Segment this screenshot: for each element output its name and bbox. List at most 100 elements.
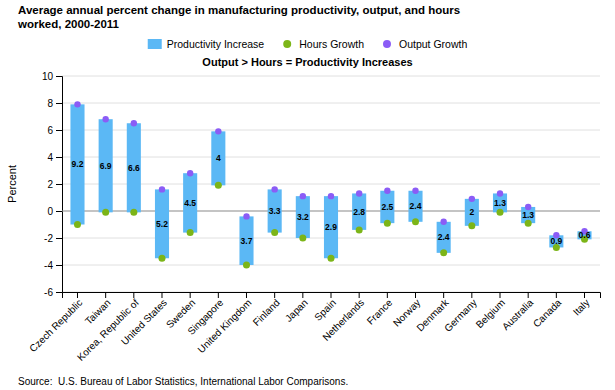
grid-line (62, 157, 600, 158)
data-label: 4 (216, 153, 221, 163)
bar (465, 199, 479, 226)
dot (356, 226, 363, 233)
data-labels: 9.26.96.65.24.543.73.33.22.92.82.52.42.4… (72, 153, 591, 246)
title-line: worked, 2000-2011 (17, 18, 120, 30)
x-tick: Australia (500, 292, 536, 332)
y-tick: 2 (47, 179, 62, 190)
title: Average annual percent change in manufac… (17, 4, 460, 30)
y-tick: 8 (47, 98, 62, 109)
dot (130, 209, 137, 216)
legend-item: Productivity Increase (148, 38, 265, 50)
x-axis-line (63, 293, 601, 299)
dot (243, 262, 250, 269)
data-label: 3.7 (241, 236, 253, 246)
x-tick-mark (133, 292, 134, 298)
bar (577, 231, 591, 239)
x-tick-mark (500, 292, 501, 298)
dot (187, 229, 194, 236)
dot (215, 182, 222, 189)
dot (187, 170, 193, 176)
dot (384, 220, 391, 227)
y-tick-label: 6 (47, 125, 53, 136)
dot (300, 193, 306, 199)
y-tick-mark (56, 265, 62, 266)
x-tick-mark (77, 292, 78, 298)
x-tick-mark (387, 292, 388, 298)
grid-line (62, 184, 600, 185)
x-tick-mark (443, 292, 444, 298)
data-label: 6.9 (100, 161, 112, 171)
bar (352, 193, 366, 229)
x-tick-mark (471, 292, 472, 298)
x-tick: Japan (283, 292, 310, 324)
y-tick: -2 (44, 233, 62, 244)
bar (408, 191, 422, 222)
x-axis: Czech RepublicTaiwanKorea, Republic ofUn… (27, 292, 600, 363)
subtitle: Output > Hours = Productivity Increases (202, 56, 412, 68)
data-label: 0.9 (550, 236, 562, 246)
x-tick-mark (302, 292, 303, 298)
legend: Productivity Increase Hours Growth Output … (148, 38, 468, 50)
data-label: 1.3 (494, 198, 506, 208)
dot (469, 196, 475, 202)
dot (159, 186, 165, 192)
legend-label: Productivity Increase (167, 38, 265, 50)
dot (412, 188, 418, 194)
x-tick: Netherlands (320, 292, 366, 343)
bar (183, 173, 197, 232)
data-label: 4.5 (184, 198, 196, 208)
x-tick: Canada (531, 292, 564, 329)
dot (271, 186, 277, 192)
bar (296, 196, 310, 238)
y-tick-mark (56, 76, 62, 77)
x-tick: Germany (442, 292, 479, 334)
y-tick-mark (56, 238, 62, 239)
bar (99, 119, 113, 212)
x-tick-label: Australia (500, 297, 536, 333)
x-tick: Finland (251, 292, 282, 328)
data-label: 3.2 (297, 212, 309, 222)
dot (525, 220, 532, 227)
dot (412, 218, 419, 225)
dot (102, 116, 108, 122)
y-tick: 10 (42, 71, 62, 82)
y-tick: -4 (44, 260, 62, 271)
grid-line (62, 265, 600, 266)
legend-item: Output Growth (383, 38, 467, 50)
y-tick-mark (56, 157, 62, 158)
x-tick-label: Italy (571, 297, 592, 318)
y-tick-mark (56, 292, 62, 293)
bar (239, 216, 253, 265)
y-tick-label: 10 (42, 71, 54, 82)
grid-line (62, 76, 600, 77)
bar (380, 191, 394, 223)
x-tick: Spain (312, 292, 338, 323)
legend-label: Hours Growth (299, 38, 364, 50)
data-label: 2.9 (325, 222, 337, 232)
x-tick-mark (359, 292, 360, 298)
x-tick-mark (331, 292, 332, 298)
y-tick-label: 2 (47, 179, 53, 190)
dot (299, 235, 306, 242)
x-tick-label: Finland (251, 297, 282, 328)
dot (158, 255, 165, 262)
dot (497, 209, 504, 216)
legend-marker (283, 40, 291, 48)
grid-line (62, 103, 600, 104)
x-tick-label: Canada (531, 297, 564, 330)
y-axis: -6-4-20246810 (42, 71, 63, 298)
x-tick-label: France (365, 297, 395, 327)
source: Source: U.S. Bureau of Labor Statistics,… (18, 376, 348, 387)
legend-label: Output Growth (399, 38, 467, 50)
data-label: 2.8 (353, 207, 365, 217)
legend-swatch (148, 39, 162, 49)
x-tick-label: Germany (442, 297, 479, 334)
x-tick: Italy (571, 292, 592, 318)
grid-line (62, 130, 600, 131)
title-line: Average annual percent change in manufac… (18, 4, 460, 16)
y-tick: 6 (47, 125, 62, 136)
bar (211, 131, 225, 185)
y-tick-mark (56, 184, 62, 185)
bar (549, 235, 563, 247)
data-label: 9.2 (72, 159, 84, 169)
